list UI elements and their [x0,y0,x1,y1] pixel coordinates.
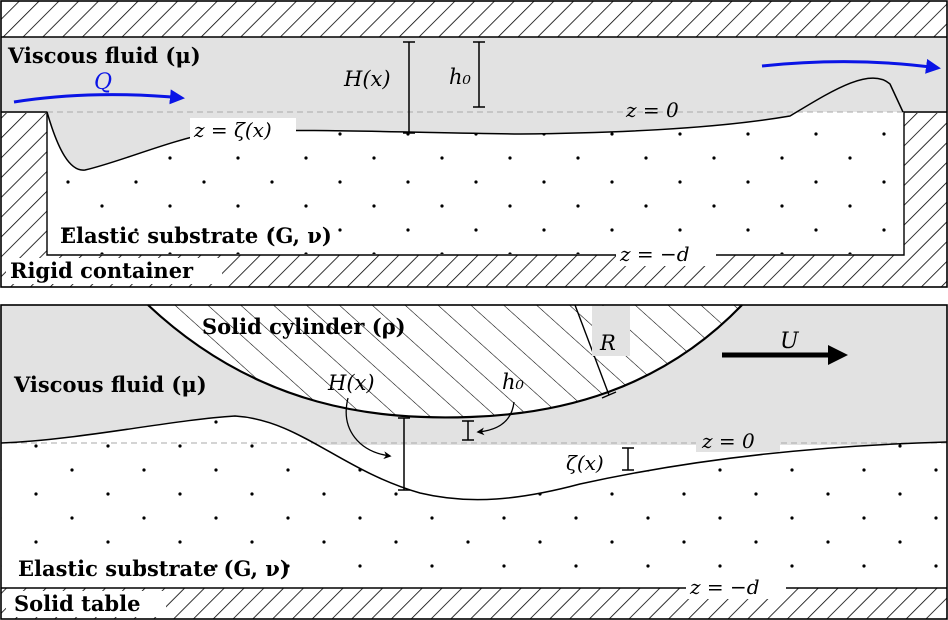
top-fluid-channel [1,37,947,113]
bottom-zeta-label: ζ(x) [566,451,604,475]
top-panel: Viscous fluid (μ) Q H(x) h₀ z = 0 z = ζ(… [0,0,948,288]
flow-rate-label: Q [94,70,112,95]
bottom-fluid-label: Viscous fluid (μ) [13,372,207,397]
top-substrate-dots [48,132,903,254]
cylinder-label: Solid cylinder (ρ) [202,314,406,339]
top-substrate-label: Elastic substrate (G, ν) [60,223,332,248]
bottom-panel: Solid cylinder (ρ) R U Viscous fluid (μ)… [0,304,948,620]
H-pointer-arrow [345,397,392,460]
h0-pointer-arrow [476,401,515,436]
flow-arrow-left [13,89,185,105]
bottom-zd-label: z = −d [689,575,760,599]
top-h0-label: h₀ [449,65,472,89]
top-H-label: H(x) [343,67,391,91]
bottom-interface-curve [0,415,948,501]
velocity-label: U [780,329,800,354]
top-zeta-label: z = ζ(x) [193,118,272,142]
bottom-h0-label: h₀ [502,370,525,394]
flow-arrow-right [761,58,941,74]
container-label: Rigid container [10,258,194,283]
radius-label: R [599,331,616,355]
bottom-substrate-label: Elastic substrate (G, ν) [18,556,290,581]
bottom-h0-indicator [462,420,474,441]
table-label: Solid table [14,591,140,616]
top-z0-label: z = 0 [625,98,679,122]
top-interface-curve [46,77,904,171]
top-fluid-label: Viscous fluid (μ) [7,43,201,68]
top-H-indicator [403,41,415,134]
bottom-H-indicator [398,417,410,491]
top-h0-indicator [473,41,485,108]
top-zd-label: z = −d [619,242,690,266]
bottom-H-label: H(x) [327,371,375,395]
bottom-zeta-indicator [622,447,634,471]
bottom-z0-label: z = 0 [701,429,755,453]
